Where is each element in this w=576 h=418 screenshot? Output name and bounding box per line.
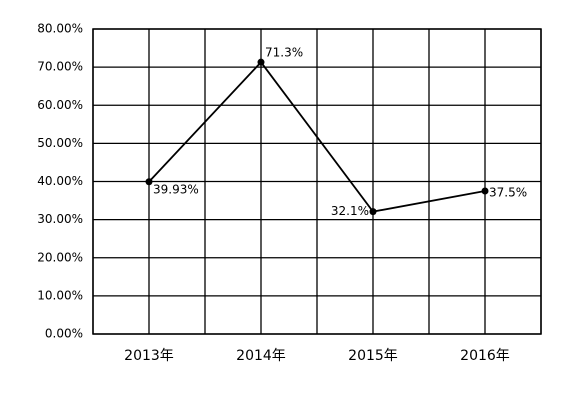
x-tick-label: 2014年: [236, 348, 286, 364]
y-tick-label: 20.00%: [37, 250, 83, 264]
y-tick-label: 50.00%: [37, 136, 83, 150]
y-tick-label: 80.00%: [37, 22, 83, 36]
x-tick-label: 2013年: [124, 348, 174, 364]
x-tick-label: 2016年: [460, 348, 510, 364]
data-label: 32.1%: [331, 204, 369, 218]
data-line: [148, 60, 486, 213]
y-tick-label: 0.00%: [45, 327, 83, 341]
data-label: 71.3%: [265, 46, 303, 60]
data-point: [481, 187, 489, 195]
data-point: [369, 208, 377, 216]
data-label: 39.93%: [153, 182, 199, 196]
y-tick-label: 30.00%: [37, 212, 83, 226]
data-label: 37.5%: [489, 186, 527, 200]
y-tick-label: 70.00%: [37, 60, 83, 74]
y-tick-label: 60.00%: [37, 98, 83, 112]
y-tick-label: 10.00%: [37, 288, 83, 302]
data-point: [257, 58, 265, 66]
x-tick-label: 2015年: [348, 348, 398, 364]
y-tick-label: 40.00%: [37, 174, 83, 188]
data-point: [145, 178, 153, 186]
